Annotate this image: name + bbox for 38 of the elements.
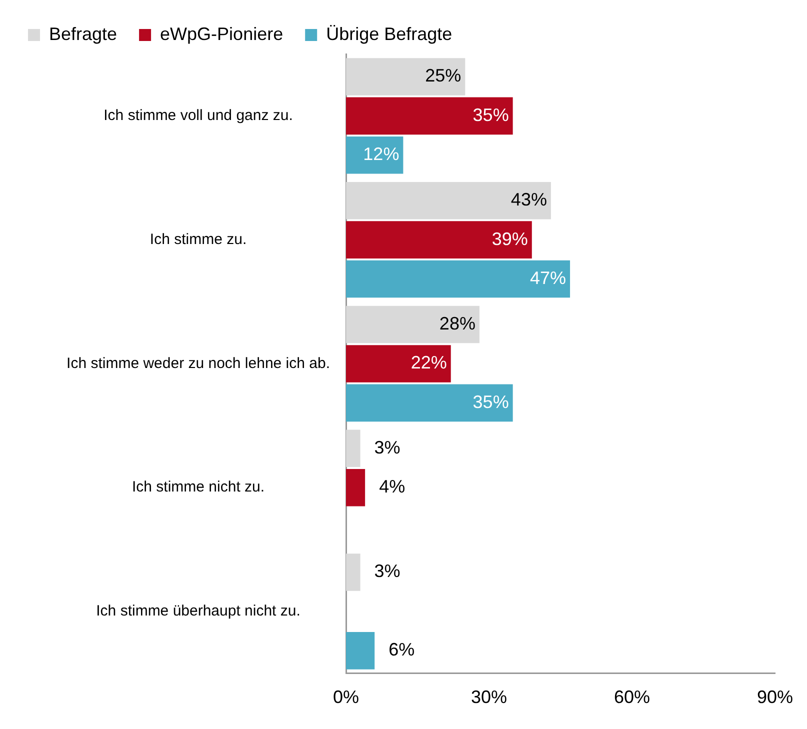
- bar: [346, 97, 513, 135]
- y-tick-label: Ich stimme überhaupt nicht zu.: [96, 602, 300, 620]
- bar: [346, 468, 366, 506]
- y-tick-label: Ich stimme nicht zu.: [132, 478, 265, 496]
- text: 35%: [472, 392, 509, 412]
- text: 6%: [388, 640, 415, 660]
- y-tick-label: Ich stimme weder zu noch lehne ich ab.: [66, 354, 330, 372]
- y-tick-label: Ich stimme voll und ganz zu.: [104, 107, 293, 124]
- bar: [346, 260, 570, 298]
- bar: [346, 306, 480, 344]
- text: 3%: [374, 561, 400, 582]
- bar: [346, 182, 551, 220]
- text: 22%: [410, 352, 447, 373]
- bar: [346, 136, 404, 174]
- text: 25%: [425, 66, 462, 86]
- x-tick-label: 30%: [470, 687, 508, 708]
- text: 35%: [472, 104, 509, 125]
- legend-label: eWpG-Pioniere: [160, 24, 284, 44]
- x-tick-label: 90%: [756, 687, 793, 708]
- text: 28%: [439, 313, 476, 334]
- text: 47%: [530, 268, 566, 288]
- bar: [346, 345, 451, 382]
- bar: [346, 554, 360, 591]
- bar: [346, 430, 360, 467]
- bar: [346, 632, 375, 670]
- legend-label: Übrige Befragte: [326, 24, 452, 44]
- text: 12%: [363, 144, 400, 164]
- bar: [346, 384, 513, 422]
- bar: [346, 58, 466, 96]
- text: 39%: [492, 228, 528, 249]
- bar: [346, 221, 532, 258]
- y-tick-label: Ich stimme zu.: [150, 230, 247, 248]
- text: 43%: [510, 190, 547, 210]
- x-tick-label: 0%: [332, 687, 360, 708]
- legend-label: Befragte: [49, 24, 118, 44]
- x-tick-label: 60%: [614, 687, 650, 708]
- text: 4%: [379, 476, 406, 497]
- text: 3%: [374, 437, 400, 458]
